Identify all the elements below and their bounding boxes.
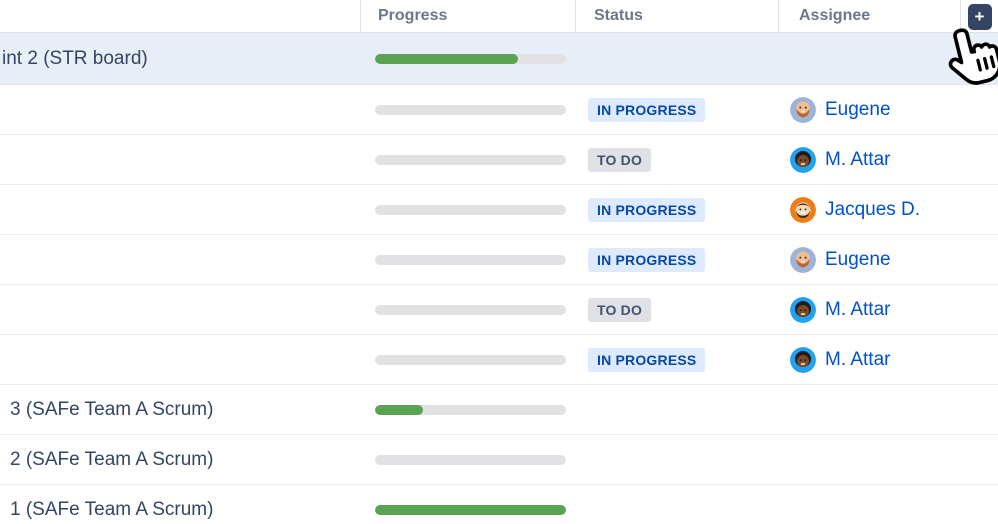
table-row-sprint[interactable]: 1 (SAFe Team A Scrum) [0, 485, 998, 524]
progress-bar [375, 53, 566, 64]
assignee-cell[interactable]: Jacques D. [778, 196, 998, 223]
table-row-sprint[interactable]: 3 (SAFe Team A Scrum) [0, 385, 998, 435]
assignee-cell[interactable]: Eugene [778, 246, 998, 273]
table-row-issue[interactable]: IN PROGRESS Eugene [0, 85, 998, 135]
status-cell: IN PROGRESS [575, 347, 778, 372]
assignee-link[interactable]: Eugene [825, 248, 891, 270]
progress-cell [360, 104, 575, 115]
progress-bar [375, 154, 566, 165]
column-header-progress[interactable]: Progress [360, 0, 575, 32]
sprint-label: 3 (SAFe Team A Scrum) [10, 398, 214, 420]
sprint-label: 2 (SAFe Team A Scrum) [10, 448, 214, 470]
table-row-issue[interactable]: IN PROGRESS M. Attar [0, 335, 998, 385]
progress-bar [375, 354, 566, 365]
status-badge[interactable]: TO DO [588, 297, 652, 322]
avatar-eugene [790, 96, 816, 123]
status-cell: IN PROGRESS [575, 247, 778, 272]
progress-cell [360, 304, 575, 315]
assignee-link[interactable]: M. Attar [825, 298, 891, 320]
progress-cell [360, 504, 575, 515]
sprint-label-cell: 2 (SAFe Team A Scrum) [0, 449, 360, 471]
progress-bar [375, 204, 566, 215]
progress-cell [360, 454, 575, 465]
progress-bar [375, 404, 566, 415]
table-row-issue[interactable]: TO DO M. Attar [0, 135, 998, 185]
sprint-label: 1 (SAFe Team A Scrum) [10, 498, 214, 520]
sprint-label-cell: 1 (SAFe Team A Scrum) [0, 499, 360, 521]
assignee-link[interactable]: Eugene [825, 98, 891, 120]
add-column-cell: + [960, 0, 998, 32]
table-row-issue[interactable]: TO DO M. Attar [0, 285, 998, 335]
status-cell: IN PROGRESS [575, 97, 778, 122]
table-row-issue[interactable]: IN PROGRESS Jacques D. [0, 185, 998, 235]
progress-bar-fill [375, 404, 423, 415]
status-cell: IN PROGRESS [575, 197, 778, 222]
assignee-link[interactable]: Jacques D. [825, 198, 921, 220]
progress-bar [375, 104, 566, 115]
progress-bar [375, 504, 566, 515]
column-header-status[interactable]: Status [575, 0, 778, 32]
progress-cell [360, 254, 575, 265]
table-row-issue[interactable]: IN PROGRESS Eugene [0, 235, 998, 285]
progress-cell [360, 354, 575, 365]
status-cell: TO DO [575, 297, 778, 322]
status-badge[interactable]: IN PROGRESS [588, 97, 706, 122]
status-badge[interactable]: TO DO [588, 147, 652, 172]
sprint-label-cell: int 2 (STR board) [0, 48, 360, 70]
status-badge[interactable]: IN PROGRESS [588, 247, 706, 272]
progress-bar [375, 304, 566, 315]
table-row-sprint[interactable]: 2 (SAFe Team A Scrum) [0, 435, 998, 485]
assignee-link[interactable]: M. Attar [825, 348, 891, 370]
avatar-eugene [790, 246, 816, 273]
status-badge[interactable]: IN PROGRESS [588, 347, 706, 372]
table-header-row: Progress Status Assignee + [0, 0, 998, 33]
column-header-name[interactable] [0, 0, 360, 32]
table-row-sprint-str[interactable]: int 2 (STR board) [0, 33, 998, 85]
progress-cell [360, 404, 575, 415]
assignee-cell[interactable]: Eugene [778, 96, 998, 123]
assignee-cell[interactable]: M. Attar [778, 146, 998, 173]
sprint-label: int 2 (STR board) [2, 47, 148, 69]
avatar-jacques [790, 196, 816, 223]
sprint-label-cell: 3 (SAFe Team A Scrum) [0, 399, 360, 421]
progress-bar [375, 254, 566, 265]
assignee-cell[interactable]: M. Attar [778, 346, 998, 373]
assignee-cell[interactable]: M. Attar [778, 296, 998, 323]
progress-cell [360, 154, 575, 165]
status-badge[interactable]: IN PROGRESS [588, 197, 706, 222]
avatar-mattar [790, 146, 816, 173]
progress-bar [375, 454, 566, 465]
avatar-mattar [790, 296, 816, 323]
progress-bar-fill [375, 504, 566, 515]
add-column-button[interactable]: + [967, 4, 992, 30]
assignee-link[interactable]: M. Attar [825, 148, 891, 170]
progress-cell [360, 204, 575, 215]
avatar-mattar [790, 346, 816, 373]
progress-bar-fill [375, 53, 519, 64]
status-cell: TO DO [575, 147, 778, 172]
column-header-assignee[interactable]: Assignee [778, 0, 960, 32]
progress-cell [360, 53, 575, 64]
